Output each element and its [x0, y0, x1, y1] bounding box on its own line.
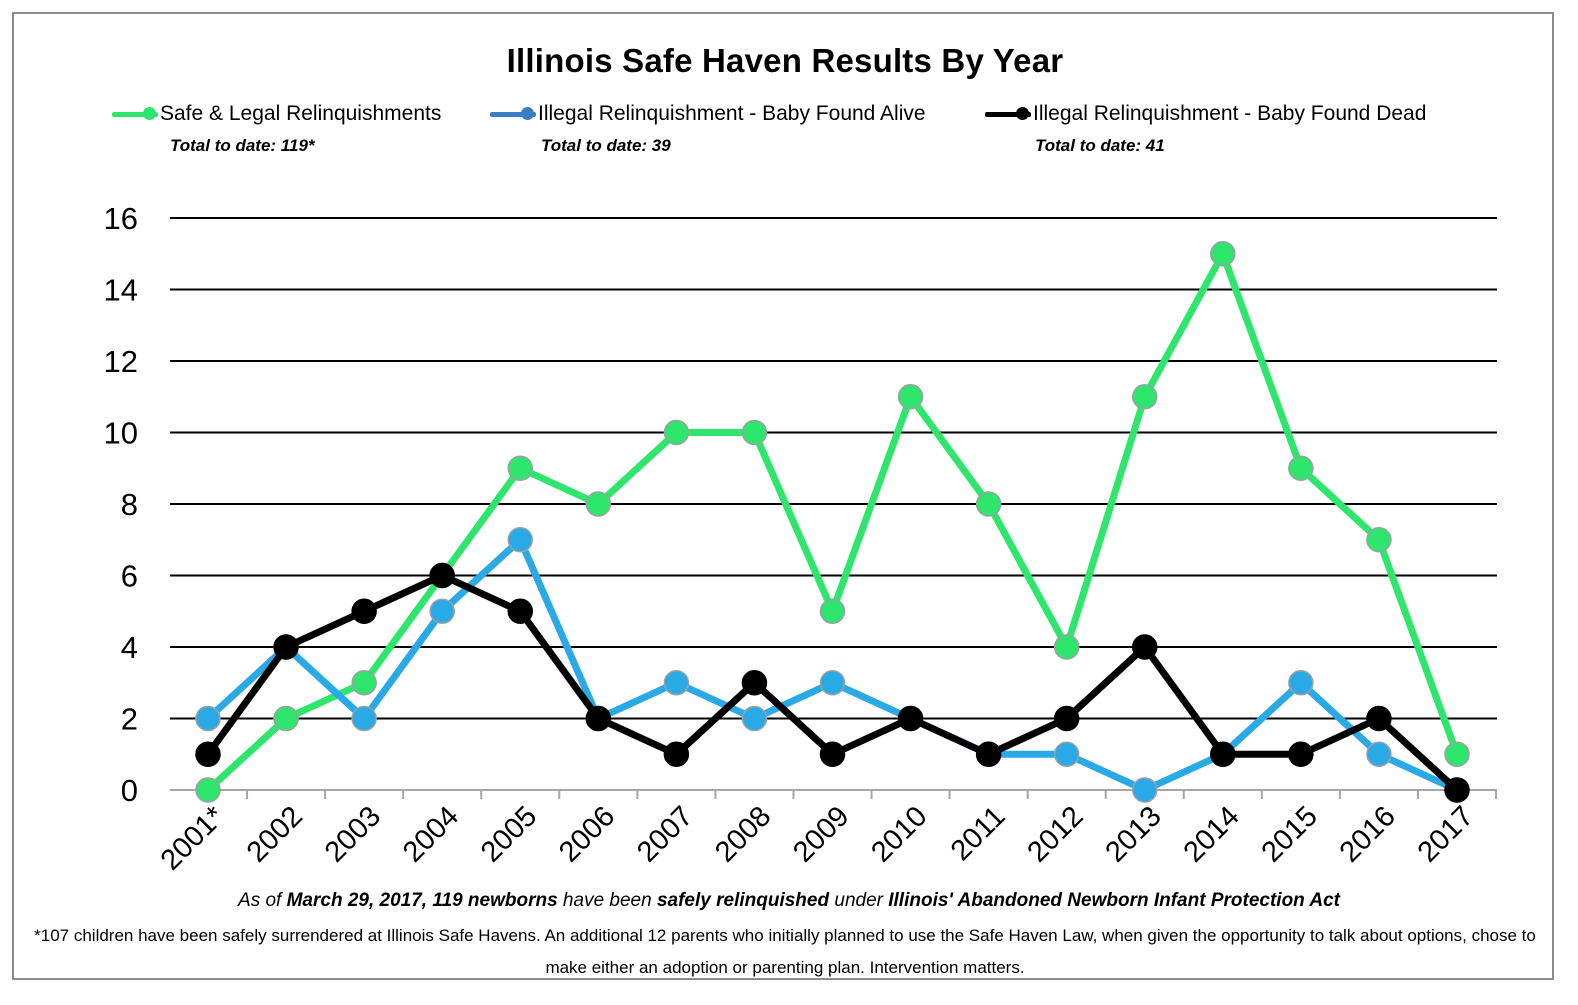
y-tick-label: 12: [104, 344, 138, 379]
series-2-point: [429, 598, 455, 624]
total-found-dead: Total to date: 41: [1035, 136, 1165, 155]
total-safe-legal: Total to date: 119*: [170, 136, 315, 155]
x-tick-label: 2007: [631, 800, 699, 868]
series-1-point: [975, 491, 1002, 517]
legend-found-alive-swatch: [490, 104, 536, 124]
series-3-point: [819, 741, 846, 767]
y-tick-label: 14: [104, 273, 138, 308]
y-tick-label: 10: [104, 416, 138, 451]
x-tick-label: 2011: [945, 800, 1012, 867]
x-tick-label: 2003: [319, 800, 387, 868]
series-3-point: [975, 741, 1002, 767]
x-tick-label: 2006: [553, 800, 621, 868]
series-1-point: [897, 384, 924, 410]
series-3-point: [1288, 741, 1314, 767]
series-2-point: [819, 670, 846, 696]
series-1-point: [351, 670, 377, 696]
x-tick-label: 2010: [865, 800, 933, 868]
total-found-alive: Total to date: 39: [541, 136, 671, 155]
series-3-point: [1132, 634, 1158, 660]
series-1-point: [1444, 741, 1470, 767]
series-3-point: [741, 670, 768, 696]
footer-summary: As of March 29, 2017, 119 newborns have …: [238, 890, 1340, 911]
series-1-point: [1366, 527, 1392, 553]
series-3-point: [1366, 705, 1392, 732]
legend-safe-legal-swatch: [112, 104, 158, 124]
x-tick-label: 2016: [1334, 800, 1402, 868]
series-1-point: [273, 705, 299, 732]
series-2-point: [1053, 741, 1080, 767]
x-tick-label: 2008: [709, 800, 777, 868]
series-2-point: [195, 705, 221, 732]
chart-frame: [12, 12, 1554, 980]
legend-found-dead: Illegal Relinquishment - Baby Found Dead: [985, 100, 1426, 128]
series-3-point: [585, 705, 612, 732]
y-tick-label: 0: [121, 773, 138, 808]
x-tick-label: 2005: [475, 800, 543, 868]
series-3-point: [429, 562, 455, 589]
legend-found-alive-label: Illegal Relinquishment - Baby Found Aliv…: [538, 102, 926, 125]
series-2-point: [663, 670, 690, 696]
x-tick-label: 2002: [241, 800, 309, 868]
x-tick-label: 2004: [397, 800, 465, 868]
y-tick-label: 6: [121, 559, 138, 594]
x-tick-label: 2001*: [155, 800, 231, 876]
series-3-point: [897, 705, 924, 732]
y-tick-label: 4: [121, 630, 138, 665]
x-tick-label: 2015: [1256, 800, 1324, 868]
series-1-point: [585, 491, 612, 517]
series-2-point: [507, 527, 533, 553]
legend-found-dead-label: Illegal Relinquishment - Baby Found Dead: [1033, 102, 1427, 125]
series-3-point: [1444, 777, 1470, 803]
series-2-point: [741, 705, 768, 732]
series-3-point: [507, 598, 533, 624]
series-1-point: [507, 455, 533, 481]
series-3-point: [273, 634, 299, 660]
series-1-point: [741, 419, 768, 446]
series-3-point: [1053, 705, 1080, 732]
series-1-point: [663, 419, 690, 446]
x-tick-label: 2013: [1099, 800, 1167, 868]
x-tick-label: 2017: [1412, 800, 1480, 868]
legend-found-alive: Illegal Relinquishment - Baby Found Aliv…: [490, 100, 926, 128]
series-2-point: [1366, 741, 1392, 767]
y-tick-label: 16: [104, 201, 138, 236]
y-tick-label: 8: [121, 487, 138, 522]
series-1-point: [1053, 634, 1080, 660]
series-1-point: [1288, 455, 1314, 481]
series-3-point: [351, 598, 377, 624]
series-3-point: [195, 741, 221, 767]
series-3-point: [663, 741, 690, 767]
legend-safe-legal-label: Safe & Legal Relinquishments: [160, 102, 442, 125]
series-2-point: [1288, 670, 1314, 696]
series-2-point: [1132, 777, 1158, 803]
series-1-point: [195, 777, 221, 803]
series-1-point: [819, 598, 846, 624]
series-2-point: [351, 705, 377, 732]
x-tick-label: 2009: [787, 800, 855, 868]
series-3-point: [1210, 741, 1236, 767]
legend-safe-legal: Safe & Legal Relinquishments: [112, 100, 441, 128]
legend-found-dead-swatch: [985, 104, 1031, 124]
series-1-point: [1210, 241, 1236, 267]
x-tick-label: 2012: [1021, 800, 1089, 868]
y-tick-label: 2: [121, 702, 138, 737]
footer-note: *107 children have been safely surrender…: [34, 926, 1536, 977]
chart-title: Illinois Safe Haven Results By Year: [506, 42, 1064, 79]
series-1-point: [1132, 384, 1158, 410]
x-tick-label: 2014: [1178, 800, 1246, 868]
